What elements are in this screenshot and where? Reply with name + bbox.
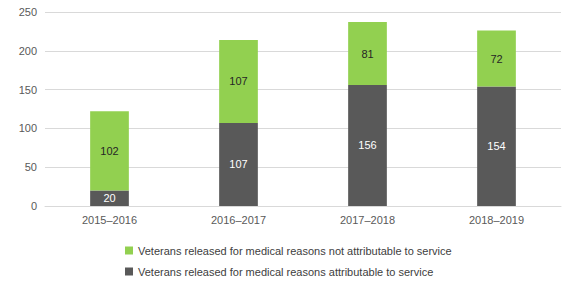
svg-text:2017–2018: 2017–2018: [340, 214, 395, 226]
svg-text:0: 0: [31, 200, 37, 212]
svg-text:2018–2019: 2018–2019: [469, 214, 524, 226]
svg-text:156: 156: [358, 139, 376, 151]
svg-text:20: 20: [103, 192, 115, 204]
svg-text:81: 81: [361, 48, 373, 60]
svg-text:102: 102: [100, 145, 118, 157]
svg-text:250: 250: [19, 6, 37, 18]
svg-text:72: 72: [490, 53, 502, 65]
svg-text:107: 107: [229, 75, 247, 87]
svg-text:2016–2017: 2016–2017: [211, 214, 266, 226]
svg-text:2015–2016: 2015–2016: [82, 214, 137, 226]
svg-text:Veterans released for medical: Veterans released for medical reasons at…: [138, 266, 433, 278]
svg-text:154: 154: [487, 140, 505, 152]
svg-text:150: 150: [19, 84, 37, 96]
svg-text:50: 50: [25, 161, 37, 173]
svg-text:100: 100: [19, 122, 37, 134]
svg-text:200: 200: [19, 45, 37, 57]
svg-text:107: 107: [229, 158, 247, 170]
svg-text:Veterans released for medical: Veterans released for medical reasons no…: [138, 245, 452, 257]
